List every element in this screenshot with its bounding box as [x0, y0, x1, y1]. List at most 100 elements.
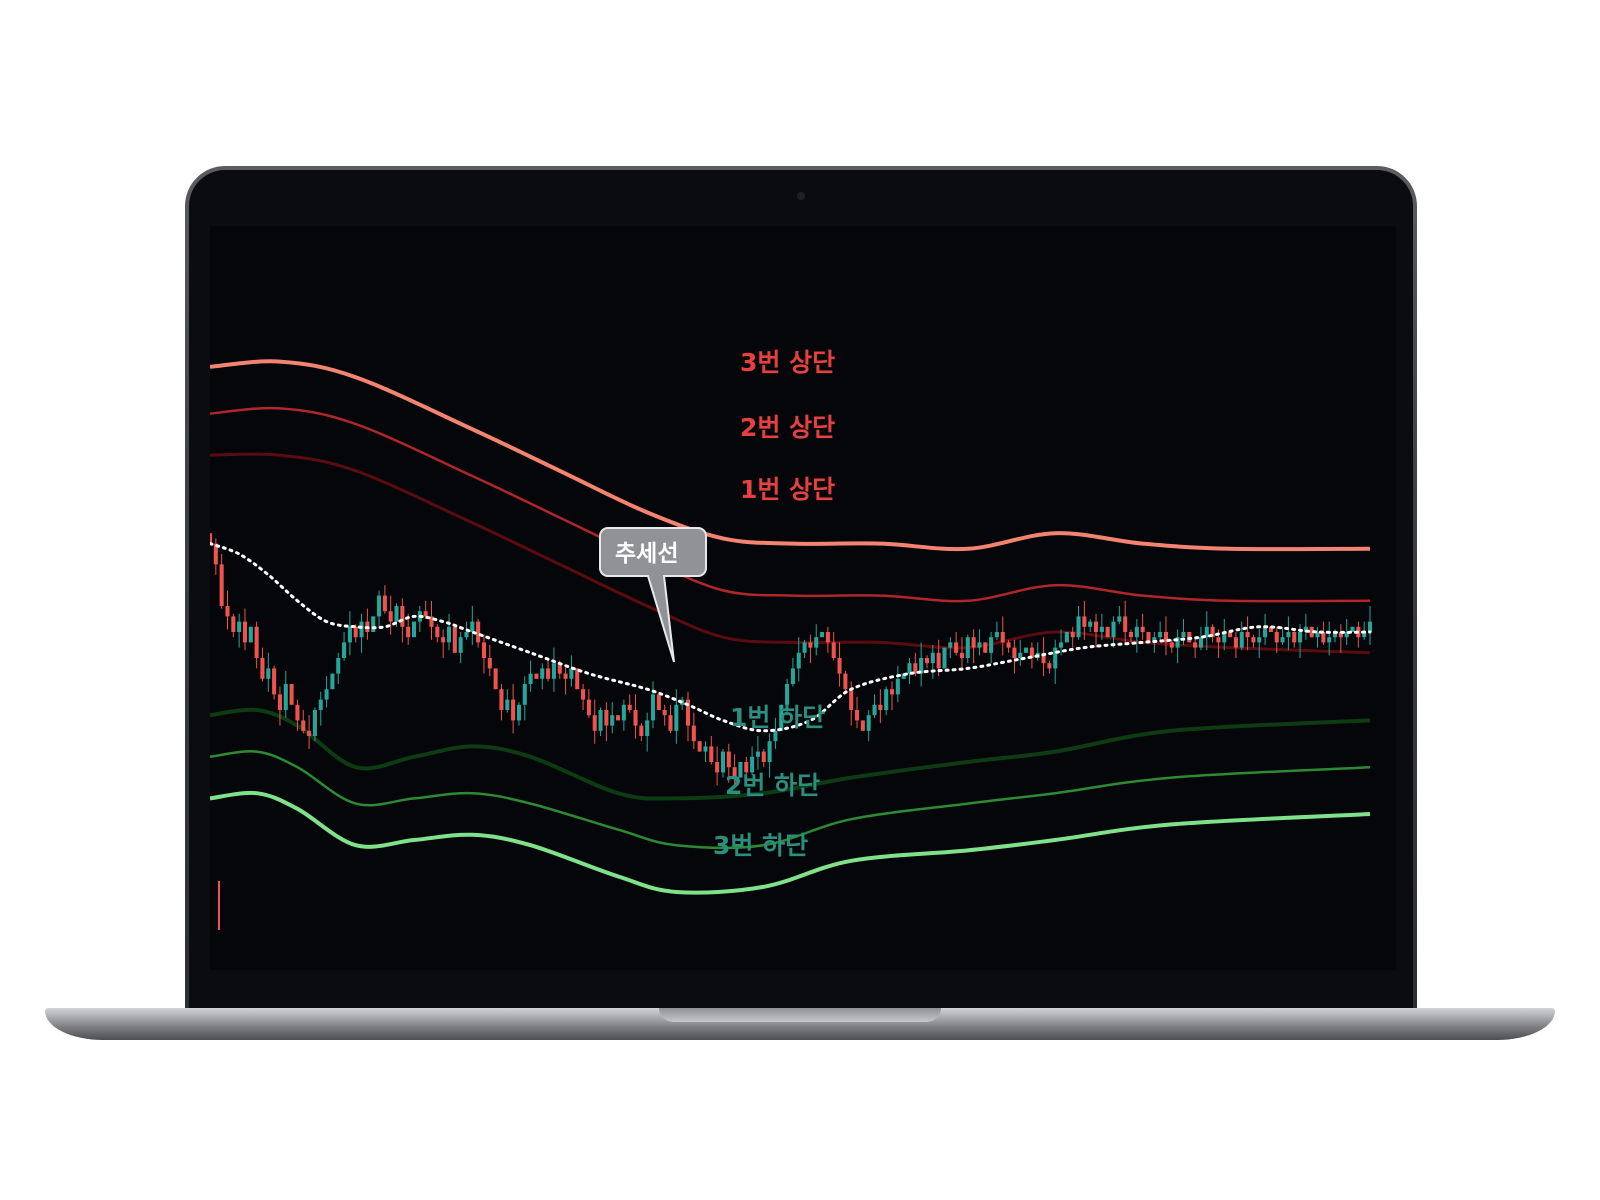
candle-body	[1257, 637, 1262, 643]
candle-body	[720, 751, 725, 773]
candle	[1000, 616, 1005, 656]
candle-body	[534, 673, 539, 679]
candle	[534, 673, 539, 679]
candle	[761, 749, 766, 768]
candle	[837, 642, 842, 687]
candle-body	[210, 533, 213, 544]
candle	[1035, 642, 1040, 661]
candle	[889, 681, 895, 710]
candle-body	[551, 663, 556, 679]
candle-body	[1245, 632, 1250, 638]
band-lower2-line	[210, 750, 1371, 850]
candle-body	[557, 663, 562, 674]
candle	[586, 689, 591, 718]
candle-body	[1222, 632, 1227, 643]
candle	[989, 632, 994, 664]
candle-body	[866, 715, 871, 731]
candle-body	[959, 652, 964, 658]
candle	[1076, 606, 1081, 640]
candle-body	[336, 658, 341, 674]
candle-body	[388, 611, 393, 622]
candle	[604, 702, 609, 742]
candle	[1082, 600, 1087, 640]
candle	[639, 723, 644, 742]
candle	[1338, 624, 1343, 653]
candle	[738, 762, 743, 778]
candle-body	[476, 621, 481, 643]
candle	[1315, 626, 1320, 648]
candle-body	[662, 710, 667, 716]
candle-body	[546, 668, 551, 679]
candle-body	[872, 704, 877, 716]
candle	[1117, 606, 1122, 625]
candle	[295, 699, 300, 731]
candle	[1309, 626, 1314, 638]
candle-body	[1332, 632, 1338, 638]
candle	[1070, 626, 1075, 648]
candle-body	[1239, 632, 1244, 648]
candle	[1181, 619, 1186, 645]
candle	[924, 655, 930, 669]
candle	[872, 694, 877, 718]
candle	[598, 707, 603, 736]
candle	[1210, 624, 1215, 643]
candle-body	[802, 642, 807, 653]
candle-body	[843, 673, 848, 690]
candle	[505, 689, 510, 713]
candle	[581, 684, 586, 710]
candle-body	[481, 642, 486, 658]
candle-body	[1082, 616, 1087, 627]
candle-body	[1198, 637, 1203, 648]
candle	[1193, 637, 1198, 658]
candle-body	[1099, 626, 1104, 632]
band-lower1-line	[210, 707, 1371, 801]
candle	[1222, 619, 1227, 651]
camera-icon	[797, 192, 805, 200]
candle-body	[458, 637, 463, 653]
label-lower3: 3번 하단	[713, 831, 808, 860]
band-upper3-line	[210, 359, 1371, 552]
candle-body	[586, 699, 591, 716]
candle-body	[318, 699, 323, 710]
trend-tooltip: 추세선	[599, 527, 707, 663]
candle	[1251, 634, 1256, 648]
candle-body	[1303, 626, 1308, 632]
candle-body	[569, 668, 574, 679]
candle-body	[837, 658, 842, 674]
candle-body	[1263, 626, 1268, 638]
candle-body	[295, 704, 300, 721]
candle	[650, 681, 656, 729]
candle	[353, 624, 358, 643]
candle-body	[324, 689, 329, 700]
candle	[680, 697, 685, 710]
candle-body	[429, 616, 434, 627]
candle-body	[971, 637, 976, 648]
candle-body	[1123, 616, 1128, 632]
candle-body	[919, 658, 924, 674]
candle	[674, 689, 679, 744]
candle	[668, 704, 673, 734]
candle	[942, 647, 947, 669]
candle	[814, 624, 819, 656]
candle	[377, 590, 382, 627]
candle	[720, 749, 725, 778]
candle-body	[359, 621, 364, 638]
candle-body	[272, 668, 277, 695]
candle	[476, 619, 481, 648]
candle	[411, 621, 417, 638]
candle-body	[779, 704, 784, 731]
candle-body	[936, 652, 941, 669]
trend-layer	[210, 542, 1372, 733]
candle-body	[242, 621, 248, 643]
candle-body	[860, 720, 865, 731]
candle-body	[528, 673, 533, 684]
candle	[621, 699, 626, 731]
candle-body	[511, 699, 516, 721]
candle	[423, 600, 428, 619]
candle-body	[248, 626, 253, 643]
candle	[977, 629, 982, 656]
candle	[994, 621, 999, 640]
candle-body	[225, 606, 230, 617]
candle	[785, 678, 790, 716]
candle	[511, 684, 516, 734]
